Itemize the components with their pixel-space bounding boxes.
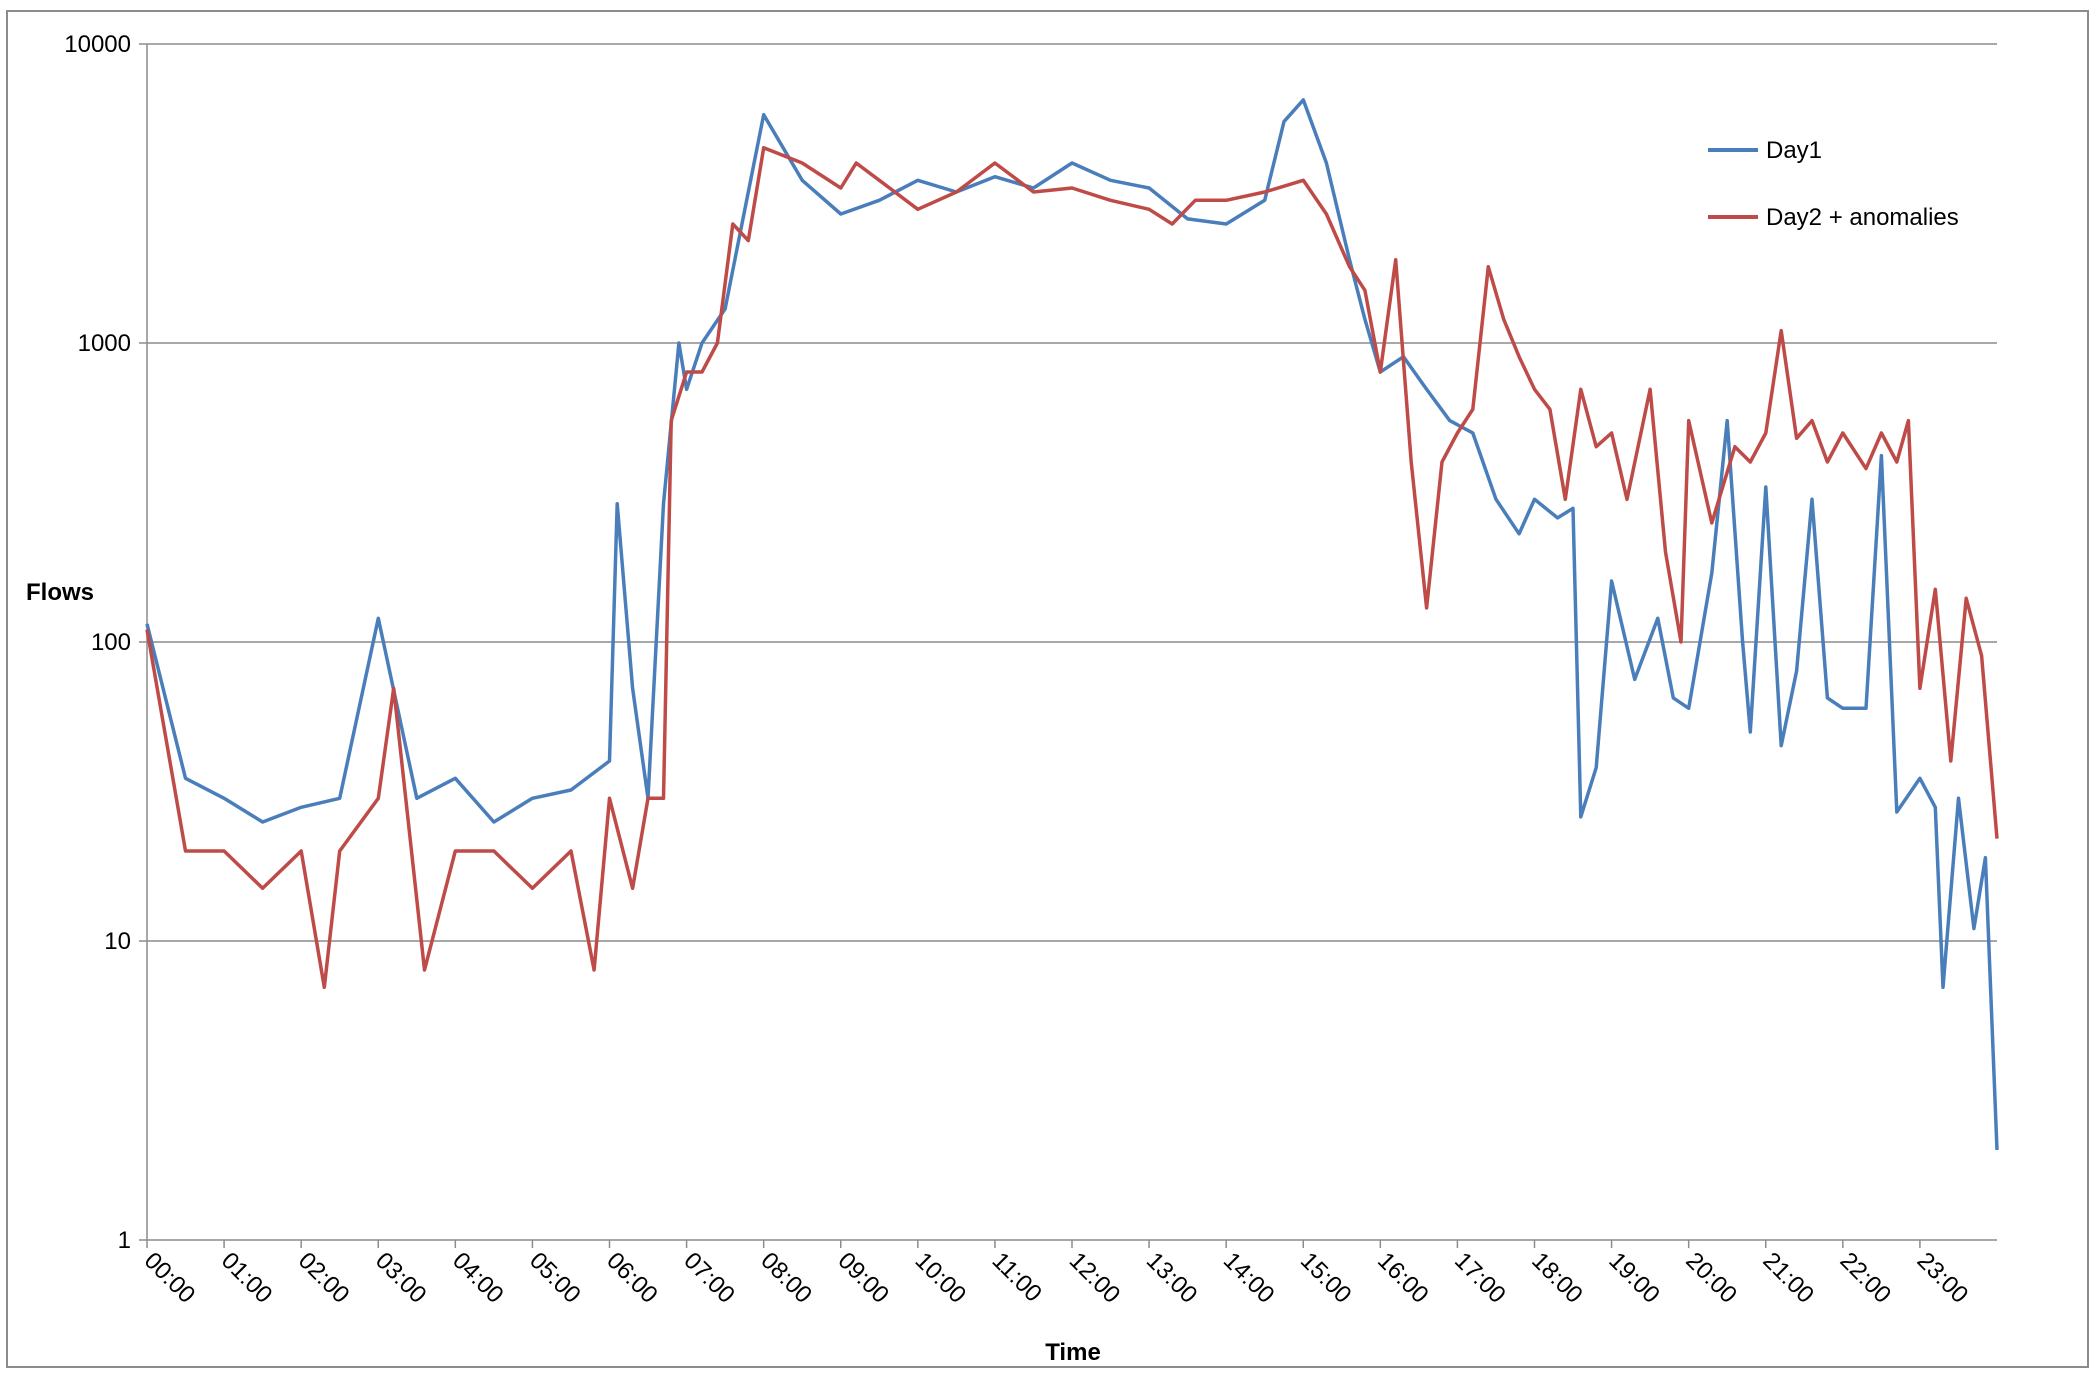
y-tick-label: 1000 bbox=[78, 330, 131, 357]
x-tick-label: 03:00 bbox=[370, 1247, 432, 1309]
x-tick-label: 05:00 bbox=[524, 1247, 586, 1309]
x-tick-label: 07:00 bbox=[678, 1247, 740, 1309]
y-tick-labels: 1 10 100 1000 10000 bbox=[64, 31, 131, 1254]
series-line-day1 bbox=[145, 98, 1999, 1151]
x-tick-label: 10:00 bbox=[910, 1247, 972, 1309]
y-tick-label: 10 bbox=[104, 928, 131, 955]
x-tick-label: 20:00 bbox=[1680, 1247, 1742, 1309]
legend-label-day2: Day2 + anomalies bbox=[1766, 204, 1959, 231]
x-tick-label: 01:00 bbox=[216, 1247, 278, 1309]
x-tick-label: 14:00 bbox=[1218, 1247, 1280, 1309]
x-tick-label: 11:00 bbox=[987, 1247, 1047, 1307]
x-tick-label: 21:00 bbox=[1758, 1247, 1820, 1309]
x-tick-label: 08:00 bbox=[755, 1247, 817, 1309]
legend: Day1 Day2 + anomalies bbox=[1708, 137, 1959, 231]
x-tick-label: 19:00 bbox=[1603, 1247, 1665, 1309]
x-tick-label: 17:00 bbox=[1449, 1247, 1511, 1309]
x-tick-label: 06:00 bbox=[601, 1247, 663, 1309]
x-tick-label: 09:00 bbox=[833, 1247, 895, 1309]
flows-line-chart: 1 10 100 1000 10000 00:00 01:00 02:00 03:00 04:0… bbox=[26, 31, 1999, 1366]
x-tick-label: 16:00 bbox=[1372, 1247, 1434, 1309]
x-tick-label: 12:00 bbox=[1064, 1247, 1126, 1309]
series-lines bbox=[145, 98, 1999, 1151]
x-tick-label: 18:00 bbox=[1526, 1247, 1588, 1309]
y-axis-title: Flows bbox=[26, 579, 94, 606]
series-line-day2 bbox=[145, 145, 1999, 990]
legend-label-day1: Day1 bbox=[1766, 137, 1822, 164]
x-tick-label: 13:00 bbox=[1141, 1247, 1203, 1309]
axes bbox=[139, 43, 1997, 1248]
x-tick-label: 23:00 bbox=[1912, 1247, 1974, 1309]
x-tick-label: 00:00 bbox=[139, 1247, 201, 1309]
x-axis-title: Time bbox=[1045, 1339, 1101, 1366]
gridlines bbox=[147, 43, 1997, 942]
chart-frame: 1 10 100 1000 10000 00:00 01:00 02:00 03:00 04:0… bbox=[6, 10, 2089, 1368]
x-tick-label: 15:00 bbox=[1295, 1247, 1357, 1309]
y-tick-label: 100 bbox=[91, 629, 131, 656]
x-tick-label: 04:00 bbox=[447, 1247, 509, 1309]
x-tick-labels: 00:00 01:00 02:00 03:00 04:00 05:00 06:00 07:00… bbox=[139, 1247, 1973, 1309]
x-tick-label: 02:00 bbox=[293, 1247, 355, 1309]
x-tick-label: 22:00 bbox=[1835, 1247, 1897, 1309]
y-tick-label: 10000 bbox=[64, 31, 131, 58]
y-tick-label: 1 bbox=[118, 1227, 131, 1254]
